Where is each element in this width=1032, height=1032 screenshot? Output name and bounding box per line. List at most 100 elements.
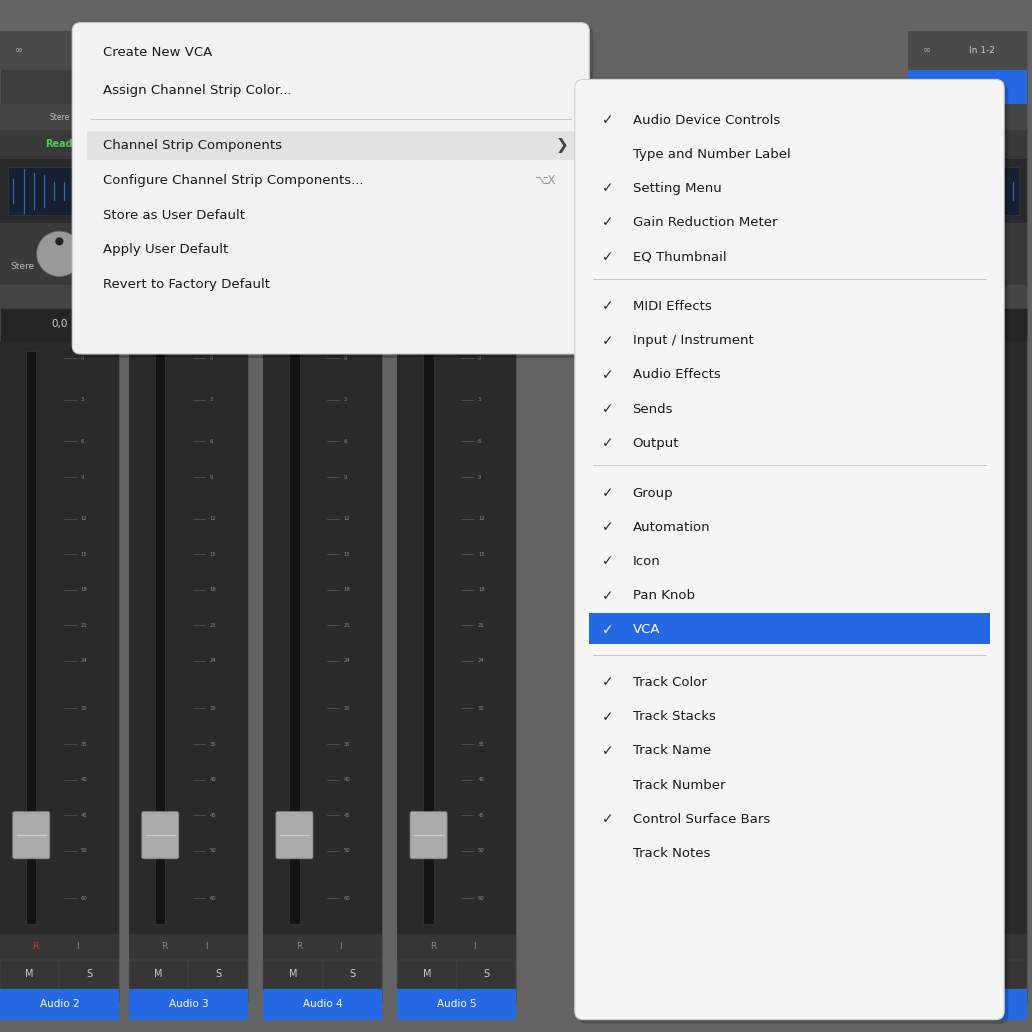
Text: 60: 60 (209, 896, 217, 901)
Text: Audio 2: Audio 2 (39, 999, 79, 1009)
Text: 12: 12 (989, 516, 996, 521)
Bar (271, 167, 374, 215)
Text: I: I (338, 942, 342, 952)
Bar (129, 960, 188, 989)
Text: Create New VCA: Create New VCA (103, 46, 213, 60)
Bar (397, 159, 516, 223)
Text: ✓: ✓ (602, 710, 614, 723)
Text: 24: 24 (989, 658, 996, 664)
Circle shape (453, 237, 460, 246)
Text: ✓: ✓ (602, 623, 614, 637)
Bar (406, 167, 508, 215)
Text: 45: 45 (209, 813, 217, 817)
Bar (129, 130, 248, 159)
Text: 21: 21 (478, 623, 485, 627)
Text: Stere: Stere (50, 112, 69, 122)
Bar (129, 31, 248, 1001)
Bar (397, 285, 516, 308)
Text: Audio Device Controls: Audio Device Controls (633, 114, 780, 127)
Bar (26, 351, 36, 924)
Text: Store as User Default: Store as User Default (103, 208, 246, 222)
Bar (908, 223, 1027, 285)
Text: Audio 3: Audio 3 (168, 999, 208, 1009)
Text: 0: 0 (989, 356, 992, 361)
Bar (423, 351, 433, 924)
Text: 24: 24 (478, 658, 485, 664)
Text: 9: 9 (80, 475, 84, 480)
Text: ⌥X: ⌥X (534, 174, 555, 187)
Text: 6: 6 (344, 439, 347, 444)
Text: Track Stacks: Track Stacks (633, 710, 715, 723)
Text: 30: 30 (80, 706, 88, 711)
Text: ✓: ✓ (602, 588, 614, 603)
Text: 3: 3 (989, 397, 992, 402)
Text: ✓: ✓ (602, 114, 614, 127)
Text: 24: 24 (209, 658, 217, 664)
Text: 12: 12 (478, 516, 485, 521)
Text: 50: 50 (478, 848, 485, 853)
Text: ✓: ✓ (602, 250, 614, 264)
Text: 35: 35 (478, 742, 485, 746)
Text: Automation: Automation (633, 521, 710, 534)
Text: Audio 8: Audio 8 (947, 999, 988, 1009)
Text: Configure Channel Strip Components...: Configure Channel Strip Components... (103, 174, 363, 187)
Text: 60: 60 (344, 896, 351, 901)
Bar (397, 308, 516, 341)
Bar (908, 31, 1027, 70)
Text: ❯: ❯ (556, 138, 569, 154)
Bar (263, 341, 382, 934)
Text: Stereo Out: Stereo Out (913, 261, 970, 271)
FancyBboxPatch shape (921, 811, 958, 859)
Text: M: M (289, 969, 297, 979)
Text: 12: 12 (80, 516, 88, 521)
Text: 12: 12 (209, 516, 217, 521)
Bar (397, 70, 516, 104)
Bar (60, 960, 119, 989)
Text: Compressor: Compressor (160, 83, 217, 92)
Text: R: R (295, 942, 302, 952)
Text: 0: 0 (478, 356, 481, 361)
Text: ✓: ✓ (602, 299, 614, 314)
Bar (397, 31, 516, 1001)
Bar (0, 341, 119, 934)
Bar (129, 70, 248, 104)
Bar (589, 613, 990, 644)
Text: MIDI Effects: MIDI Effects (633, 300, 711, 313)
Text: 35: 35 (80, 742, 88, 746)
Text: 6: 6 (989, 439, 992, 444)
Bar (155, 351, 165, 924)
Text: Stere: Stere (10, 262, 35, 270)
Text: 6: 6 (478, 439, 481, 444)
Bar (908, 934, 1027, 960)
Text: 15: 15 (478, 552, 485, 556)
Bar (129, 159, 248, 223)
Bar (129, 308, 248, 341)
Text: 6: 6 (209, 439, 213, 444)
Text: Read: Read (45, 139, 73, 150)
Circle shape (37, 231, 83, 277)
Bar (0, 130, 119, 159)
Text: ∞: ∞ (143, 45, 152, 56)
Bar (129, 104, 248, 130)
Bar (263, 31, 382, 1001)
Text: ✓: ✓ (602, 520, 614, 535)
Text: 9: 9 (344, 475, 347, 480)
Text: 0: 0 (80, 356, 84, 361)
Bar (968, 960, 1027, 989)
Text: S: S (483, 969, 489, 979)
Text: 3: 3 (344, 397, 347, 402)
Text: 35: 35 (989, 742, 996, 746)
Text: 60: 60 (80, 896, 88, 901)
Text: 15: 15 (80, 552, 88, 556)
Text: Input / Instrument: Input / Instrument (633, 334, 753, 348)
Text: Read: Read (443, 139, 471, 150)
Text: S: S (349, 969, 355, 979)
Text: Audio 5: Audio 5 (437, 999, 477, 1009)
Text: 15: 15 (344, 552, 351, 556)
Circle shape (433, 231, 479, 277)
Bar (0, 308, 119, 341)
Bar (129, 341, 248, 934)
Bar (129, 934, 248, 960)
Text: 0,0: 0,0 (181, 319, 196, 329)
Text: ✓: ✓ (602, 486, 614, 501)
